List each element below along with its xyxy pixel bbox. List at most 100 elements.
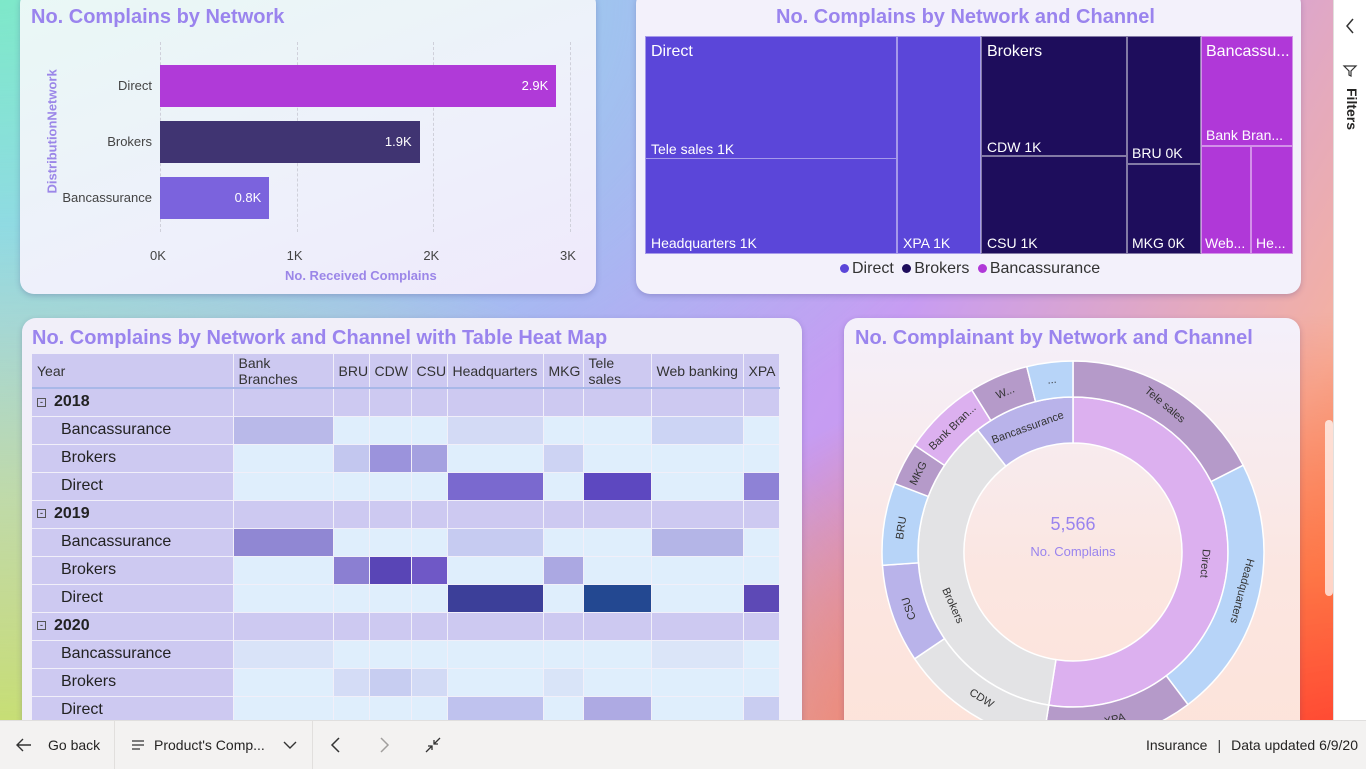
heatmap-cell[interactable]	[233, 556, 334, 585]
column-header[interactable]: Tele sales	[583, 354, 652, 389]
treemap-tile-headquarters-banc[interactable]: He...	[1251, 146, 1293, 254]
heatmap-cell[interactable]	[543, 500, 584, 529]
heatmap-cell[interactable]	[743, 416, 780, 445]
heatmap-cell[interactable]	[743, 472, 780, 501]
heatmap-cell[interactable]	[543, 696, 584, 725]
column-header[interactable]: CDW	[369, 354, 412, 389]
heatmap-cell[interactable]	[233, 416, 334, 445]
heatmap-cell[interactable]	[411, 472, 448, 501]
heatmap-cell[interactable]	[447, 388, 544, 417]
bar-bancassurance[interactable]: 0.8K	[160, 177, 270, 219]
column-header[interactable]: Bank Branches	[233, 354, 334, 389]
heatmap-cell[interactable]	[583, 444, 652, 473]
fit-to-page-button[interactable]	[424, 721, 442, 769]
legend-item-bancassurance[interactable]: Bancassurance	[977, 260, 1100, 277]
heatmap-cell[interactable]	[543, 388, 584, 417]
heatmap-cell[interactable]	[369, 416, 412, 445]
heatmap-cell[interactable]	[411, 556, 448, 585]
heatmap-cell[interactable]	[233, 584, 334, 613]
page-selector-dropdown[interactable]: Product's Comp...	[130, 721, 299, 769]
heatmap-cell[interactable]	[543, 612, 584, 641]
heatmap-cell[interactable]	[233, 444, 334, 473]
heatmap-cell[interactable]	[743, 444, 780, 473]
heatmap-cell[interactable]	[651, 528, 744, 557]
treemap-tile-csu[interactable]: CSU 1K	[981, 156, 1127, 254]
collapse-icon[interactable]: -	[37, 397, 46, 407]
heatmap-cell[interactable]	[543, 640, 584, 669]
heatmap-cell[interactable]	[447, 668, 544, 697]
heatmap-cell[interactable]	[543, 584, 584, 613]
heatmap-cell[interactable]	[333, 528, 370, 557]
heatmap-cell[interactable]	[543, 472, 584, 501]
heatmap-cell[interactable]	[333, 584, 370, 613]
heatmap-cell[interactable]	[651, 388, 744, 417]
bar-brokers[interactable]: 1.9K	[160, 121, 420, 163]
heatmap-cell[interactable]	[583, 500, 652, 529]
column-header[interactable]: MKG	[543, 354, 584, 389]
collapse-icon[interactable]: -	[37, 621, 46, 631]
heatmap-cell[interactable]	[743, 668, 780, 697]
heatmap-cell[interactable]	[543, 668, 584, 697]
go-back-button[interactable]: Go back	[14, 721, 100, 769]
heatmap-cell[interactable]	[651, 556, 744, 585]
heatmap-cell[interactable]	[369, 472, 412, 501]
heatmap-cell[interactable]	[233, 472, 334, 501]
heatmap-cell[interactable]	[333, 444, 370, 473]
heatmap-cell[interactable]	[333, 640, 370, 669]
heatmap-cell[interactable]	[651, 640, 744, 669]
treemap-tile-bru[interactable]: BRU 0K	[1127, 36, 1201, 164]
heatmap-cell[interactable]	[411, 612, 448, 641]
heatmap-cell[interactable]	[233, 668, 334, 697]
heatmap-cell[interactable]	[583, 528, 652, 557]
treemap-tile-bank-branches[interactable]: Bancassu... Bank Bran...	[1201, 36, 1293, 146]
column-header[interactable]: Web banking	[651, 354, 744, 389]
heatmap-cell[interactable]	[743, 528, 780, 557]
column-header[interactable]: Year	[32, 354, 234, 389]
heatmap-cell[interactable]	[543, 556, 584, 585]
heatmap-cell[interactable]	[447, 640, 544, 669]
heatmap-cell[interactable]	[411, 640, 448, 669]
heatmap-cell[interactable]	[333, 556, 370, 585]
heatmap-cell[interactable]	[411, 668, 448, 697]
page-scrollbar[interactable]	[1325, 420, 1333, 596]
heatmap-cell[interactable]	[333, 696, 370, 725]
heatmap-cell[interactable]	[233, 388, 334, 417]
heatmap-cell[interactable]	[369, 612, 412, 641]
heatmap-cell[interactable]	[583, 612, 652, 641]
heatmap-cell[interactable]	[411, 444, 448, 473]
treemap-tile-web-banking[interactable]: Web...	[1201, 146, 1251, 254]
heatmap-cell[interactable]	[411, 388, 448, 417]
heatmap-cell[interactable]	[333, 612, 370, 641]
heatmap-cell[interactable]	[411, 696, 448, 725]
heatmap-cell[interactable]	[447, 612, 544, 641]
column-header[interactable]: XPA	[743, 354, 780, 389]
treemap-tile-mkg[interactable]: MKG 0K	[1127, 164, 1201, 254]
heatmap-cell[interactable]	[369, 528, 412, 557]
heatmap-cell[interactable]	[233, 640, 334, 669]
heatmap-cell[interactable]	[651, 500, 744, 529]
heatmap-cell[interactable]	[743, 584, 780, 613]
heatmap-cell[interactable]	[583, 472, 652, 501]
heatmap-cell[interactable]	[447, 528, 544, 557]
heatmap-cell[interactable]	[743, 696, 780, 725]
heatmap-cell[interactable]	[543, 444, 584, 473]
heatmap-cell[interactable]	[743, 612, 780, 641]
heatmap-cell[interactable]	[583, 584, 652, 613]
heatmap-cell[interactable]	[233, 696, 334, 725]
heatmap-cell[interactable]	[583, 388, 652, 417]
heatmap-cell[interactable]	[651, 584, 744, 613]
heatmap-cell[interactable]	[333, 668, 370, 697]
sunburst-segment-other[interactable]	[1025, 360, 1074, 403]
heatmap-cell[interactable]	[411, 500, 448, 529]
heatmap-cell[interactable]	[233, 528, 334, 557]
collapse-icon[interactable]: -	[37, 509, 46, 519]
heatmap-cell[interactable]	[543, 416, 584, 445]
heatmap-cell[interactable]	[369, 500, 412, 529]
row-header[interactable]: -2018	[32, 388, 234, 417]
heatmap-cell[interactable]	[333, 416, 370, 445]
heatmap-cell[interactable]	[369, 640, 412, 669]
treemap-tile-xpa[interactable]: XPA 1K	[897, 36, 981, 254]
previous-page-button[interactable]	[328, 721, 344, 769]
heatmap-cell[interactable]	[651, 472, 744, 501]
heatmap-cell[interactable]	[651, 612, 744, 641]
